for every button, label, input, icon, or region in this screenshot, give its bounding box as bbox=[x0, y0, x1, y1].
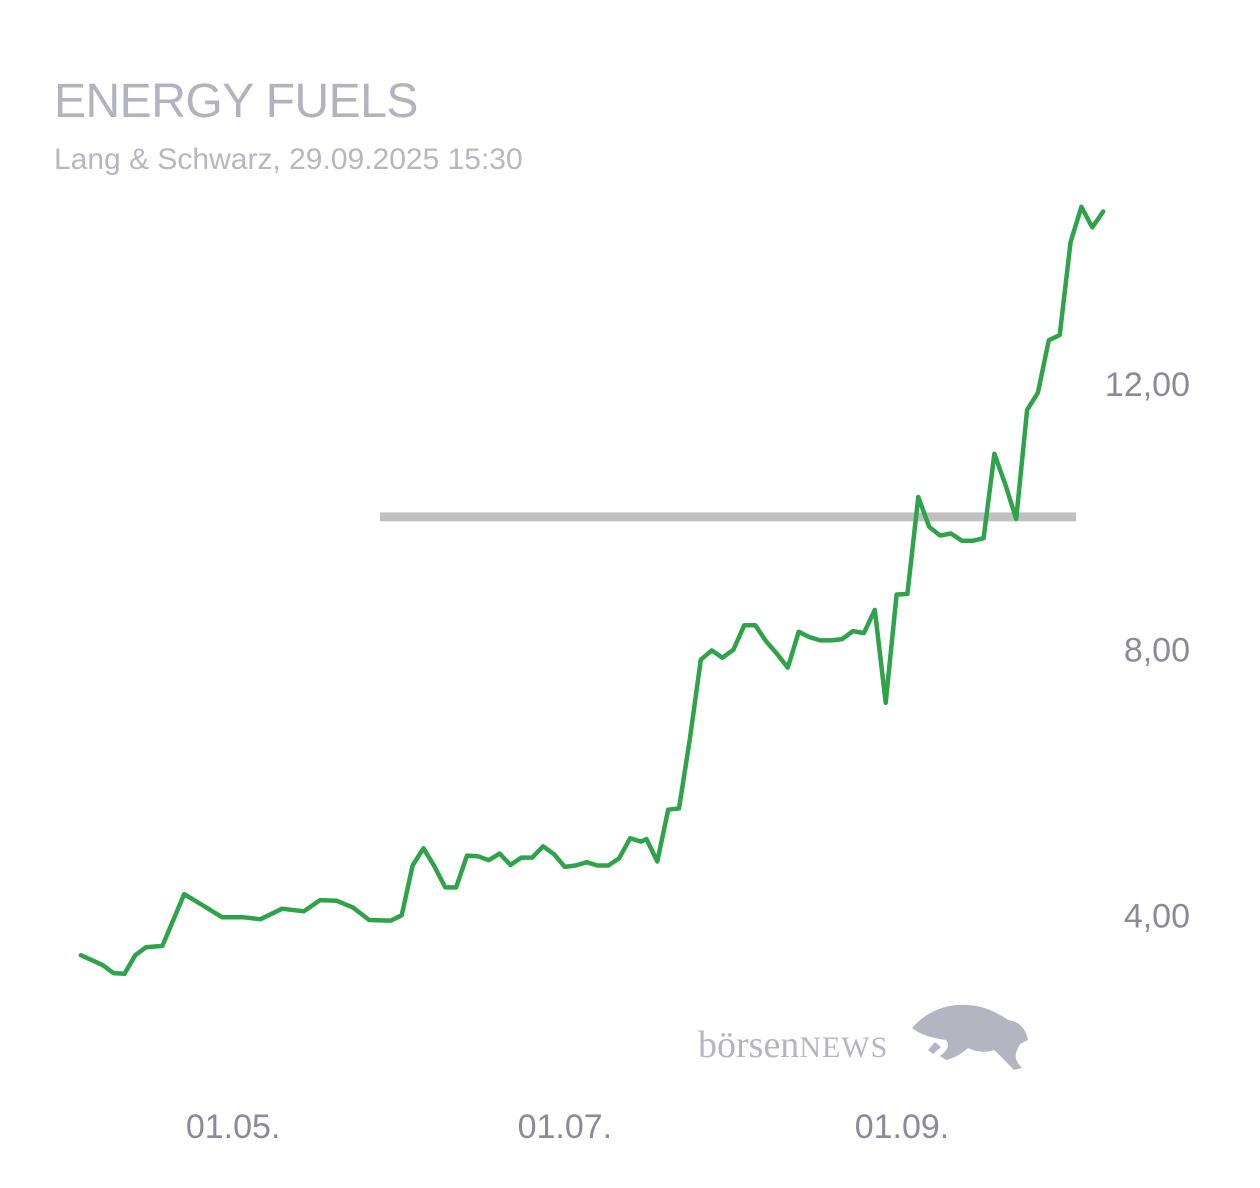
x-axis: 01.05. 01.07. 01.09. bbox=[186, 1108, 949, 1146]
x-tick-label: 01.05. bbox=[186, 1108, 281, 1146]
bull-icon bbox=[912, 1004, 1028, 1070]
watermark-text-b: NEWS bbox=[799, 1031, 888, 1064]
y-tick-label: 12,00 bbox=[1105, 366, 1190, 404]
chart-title: ENERGY FUELS bbox=[54, 75, 418, 128]
x-tick-label: 01.09. bbox=[855, 1108, 950, 1146]
y-tick-label: 8,00 bbox=[1124, 632, 1190, 670]
watermark-text-a: börsen bbox=[698, 1024, 799, 1066]
x-tick-label: 01.07. bbox=[518, 1108, 613, 1146]
watermark: börsenNEWS bbox=[698, 1004, 1028, 1070]
price-line bbox=[78, 204, 1106, 977]
y-axis: 4,00 8,00 12,00 bbox=[1105, 366, 1190, 935]
y-tick-label: 4,00 bbox=[1124, 897, 1190, 935]
chart-subtitle: Lang & Schwarz, 29.09.2025 15:30 bbox=[54, 143, 523, 176]
svg-text:börsenNEWS: börsenNEWS bbox=[698, 1024, 888, 1066]
